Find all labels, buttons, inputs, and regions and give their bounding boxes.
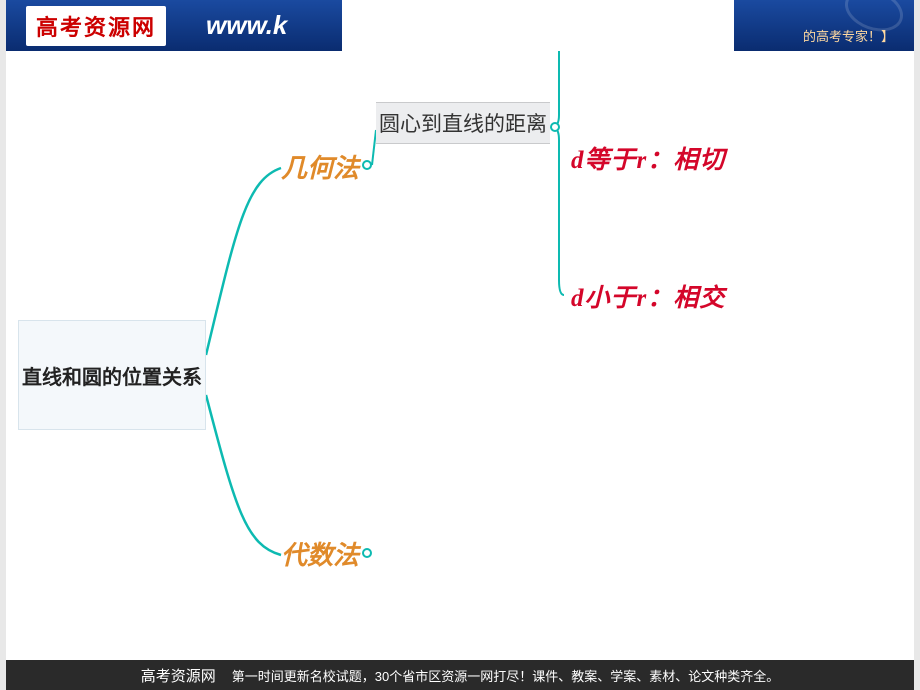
tagline: 的高考专家！】	[803, 26, 894, 45]
branch-geometric-label: 几何法	[281, 154, 359, 183]
site-url: www.k	[206, 10, 287, 41]
distance-node: 圆心到直线的距离	[376, 102, 550, 144]
url-text: www.k	[206, 10, 287, 40]
leaf-label: d等于r：相切	[571, 147, 725, 174]
node-dot-icon	[362, 160, 372, 170]
page: 直线和圆的位置关系 几何法 代数法 圆心到直线的距离 d大于r：相离 d等于r：…	[6, 0, 914, 690]
branch-geometric: 几何法	[281, 148, 359, 185]
node-dot-icon	[550, 122, 560, 132]
footer-site: 高考资源网	[141, 665, 216, 686]
root-node: 直线和圆的位置关系	[18, 320, 206, 430]
branch-algebraic: 代数法	[281, 535, 359, 572]
distance-label: 圆心到直线的距离	[379, 108, 547, 138]
branch-algebraic-label: 代数法	[281, 541, 359, 570]
leaf-label: d小于r：相交	[571, 285, 725, 312]
footer-text: 第一时间更新名校试题，30个省市区资源一网打尽！课件、教案、学案、素材、论文种类…	[232, 666, 779, 685]
overlay-patch	[342, 0, 734, 51]
tagline-text: 的高考专家！】	[803, 29, 894, 44]
footer: 高考资源网 第一时间更新名校试题，30个省市区资源一网打尽！课件、教案、学案、素…	[6, 660, 914, 690]
node-dot-icon	[362, 548, 372, 558]
leaf-tangent: d等于r：相切	[571, 140, 725, 176]
mindmap-area: 直线和圆的位置关系 几何法 代数法 圆心到直线的距离 d大于r：相离 d等于r：…	[6, 0, 914, 660]
site-logo: 高考资源网	[26, 6, 166, 46]
logo-text: 高考资源网	[36, 15, 156, 40]
root-label: 直线和圆的位置关系	[22, 361, 202, 390]
leaf-intersect: d小于r：相交	[571, 278, 725, 314]
